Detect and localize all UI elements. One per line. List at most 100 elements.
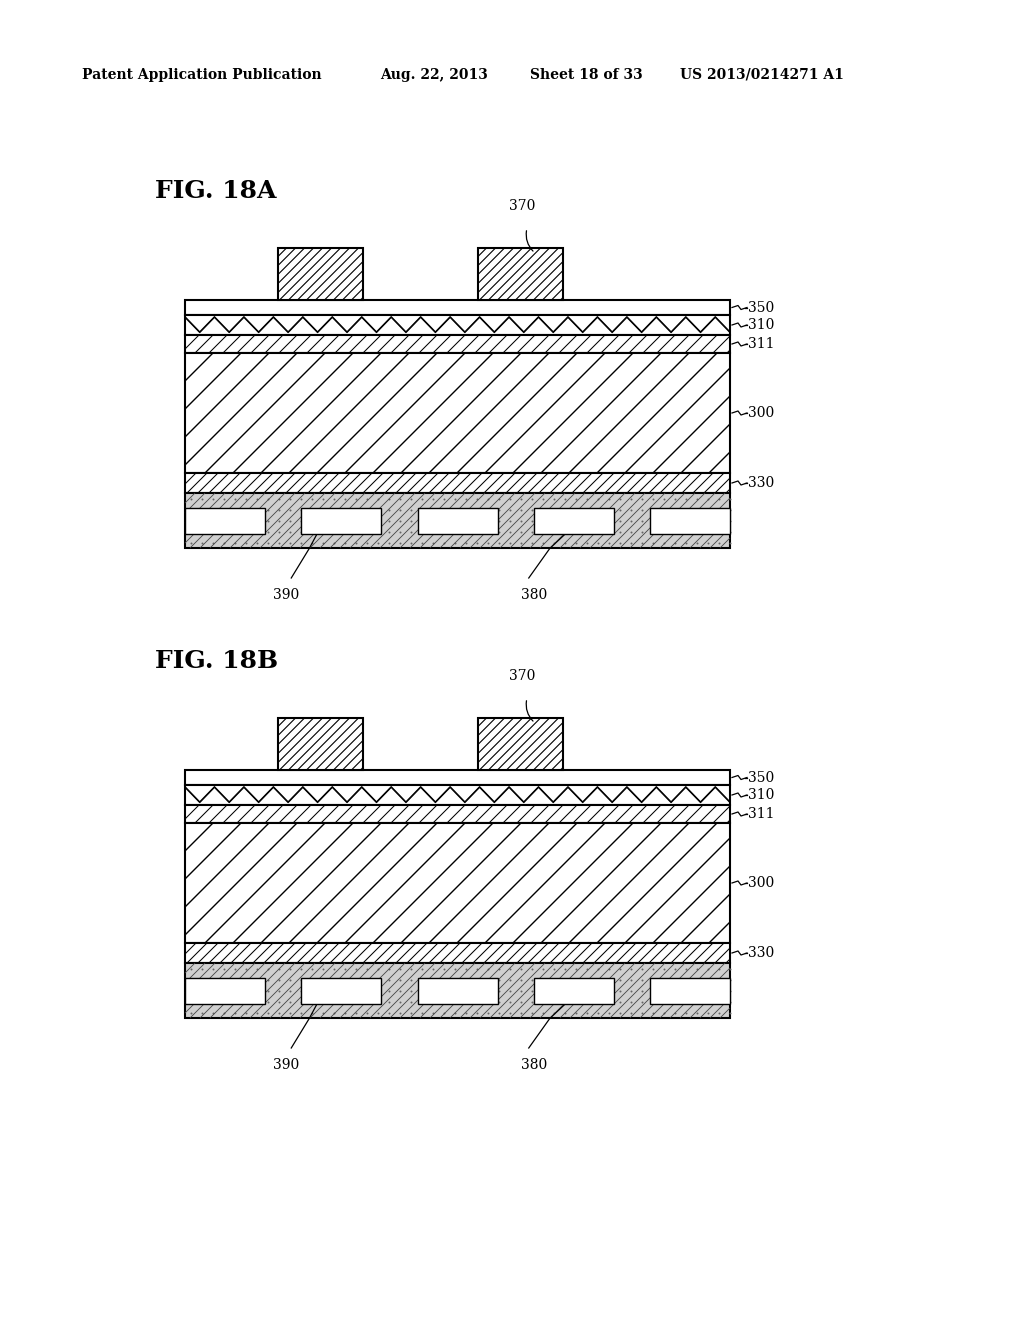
Point — [688, 521, 705, 543]
Point — [446, 969, 463, 990]
Bar — [477, 248, 562, 300]
Point — [238, 958, 254, 979]
Point — [556, 958, 572, 979]
Point — [633, 499, 649, 520]
Point — [655, 991, 672, 1012]
Point — [535, 510, 551, 531]
Point — [688, 991, 705, 1012]
Point — [414, 532, 430, 553]
Point — [677, 958, 693, 979]
Text: FIG. 18B: FIG. 18B — [155, 649, 279, 673]
Point — [556, 979, 572, 1001]
Point — [667, 979, 683, 1001]
Point — [391, 532, 408, 553]
Point — [523, 521, 540, 543]
Point — [326, 1002, 342, 1023]
Point — [633, 1002, 649, 1023]
Point — [182, 521, 199, 543]
Point — [655, 488, 672, 510]
Point — [479, 488, 496, 510]
Point — [205, 991, 221, 1012]
Point — [205, 979, 221, 1001]
Point — [226, 969, 243, 990]
Point — [326, 510, 342, 531]
Point — [336, 991, 352, 1012]
Text: 370: 370 — [509, 199, 536, 213]
Point — [194, 969, 210, 990]
Text: 300: 300 — [748, 876, 774, 890]
Point — [556, 969, 572, 990]
Point — [314, 488, 331, 510]
Point — [711, 521, 727, 543]
Point — [380, 969, 396, 990]
Point — [248, 521, 264, 543]
Point — [270, 499, 287, 520]
Text: 310: 310 — [748, 788, 774, 803]
Point — [194, 532, 210, 553]
Point — [238, 1002, 254, 1023]
Point — [248, 979, 264, 1001]
Point — [414, 499, 430, 520]
Point — [358, 521, 375, 543]
Point — [314, 499, 331, 520]
Point — [502, 991, 518, 1012]
Point — [270, 488, 287, 510]
Point — [644, 499, 660, 520]
Point — [644, 532, 660, 553]
Point — [677, 979, 693, 1001]
Point — [182, 969, 199, 990]
Point — [644, 521, 660, 543]
Bar — [301, 978, 381, 1003]
Point — [468, 979, 484, 1001]
Point — [567, 488, 584, 510]
Point — [711, 958, 727, 979]
Point — [391, 521, 408, 543]
Point — [579, 958, 595, 979]
Bar — [278, 248, 362, 300]
Point — [370, 488, 386, 510]
Point — [380, 521, 396, 543]
Point — [711, 510, 727, 531]
Point — [711, 499, 727, 520]
Point — [512, 488, 528, 510]
Point — [292, 958, 308, 979]
Point — [556, 499, 572, 520]
Point — [358, 510, 375, 531]
Point — [414, 1002, 430, 1023]
Point — [699, 488, 716, 510]
Point — [623, 521, 639, 543]
Point — [567, 991, 584, 1012]
Point — [414, 958, 430, 979]
Point — [579, 521, 595, 543]
Point — [546, 499, 562, 520]
Point — [358, 499, 375, 520]
Point — [623, 958, 639, 979]
Point — [699, 1002, 716, 1023]
Point — [303, 1002, 319, 1023]
Point — [326, 979, 342, 1001]
Point — [721, 510, 737, 531]
Text: 311: 311 — [748, 807, 774, 821]
Point — [414, 488, 430, 510]
Point — [182, 991, 199, 1012]
Point — [414, 510, 430, 531]
Point — [589, 979, 605, 1001]
Bar — [185, 473, 730, 492]
Point — [623, 1002, 639, 1023]
Point — [226, 488, 243, 510]
Point — [633, 969, 649, 990]
Point — [633, 979, 649, 1001]
Point — [370, 991, 386, 1012]
Point — [512, 958, 528, 979]
Point — [435, 1002, 452, 1023]
Point — [446, 532, 463, 553]
Point — [347, 510, 364, 531]
Point — [490, 521, 507, 543]
Point — [611, 1002, 628, 1023]
Point — [502, 532, 518, 553]
Point — [248, 488, 264, 510]
Point — [535, 532, 551, 553]
Point — [490, 1002, 507, 1023]
Point — [248, 510, 264, 531]
Point — [667, 521, 683, 543]
